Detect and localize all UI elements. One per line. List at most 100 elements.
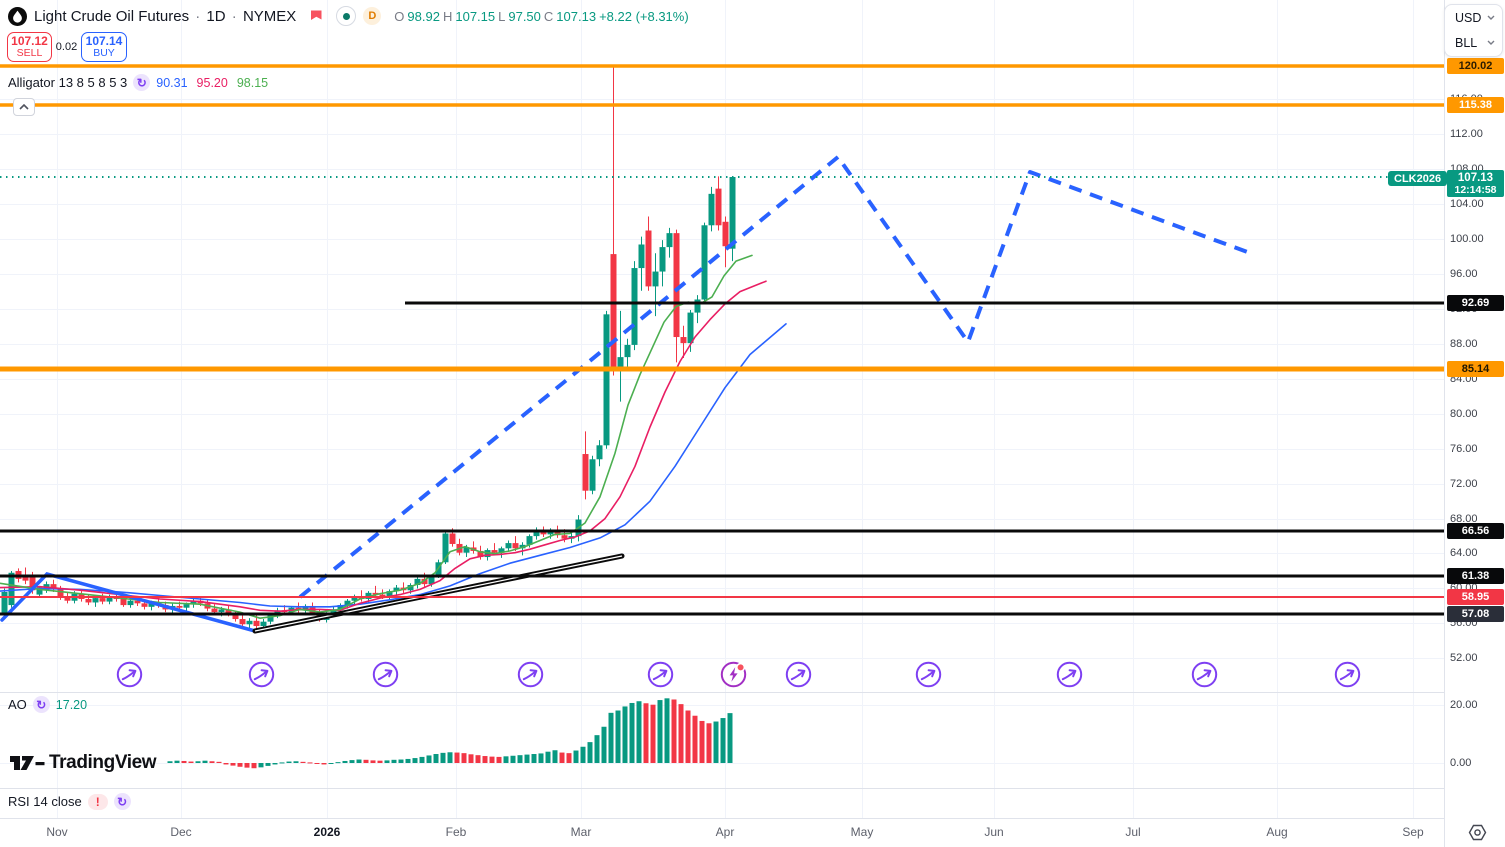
- title-separator: ·: [195, 7, 201, 25]
- month-label: Jul: [1125, 825, 1141, 839]
- rsi-name: RSI 14 close: [8, 794, 82, 809]
- ao-value: 17.20: [55, 697, 88, 712]
- price-tick: 104.00: [1450, 198, 1484, 210]
- chevron-down-icon: [1487, 40, 1495, 45]
- buy-price: 107.14: [85, 34, 123, 49]
- price-tick: 52.00: [1450, 652, 1478, 664]
- exchange-label: NYMEX: [242, 7, 297, 25]
- sell-price: 107.12: [11, 34, 48, 49]
- title-separator: ·: [231, 7, 237, 25]
- gear-icon: [1468, 824, 1486, 840]
- price-chart-canvas[interactable]: [0, 0, 1444, 818]
- month-label: Feb: [445, 825, 467, 839]
- price-tick: 96.00: [1450, 268, 1478, 280]
- trendlines-layer[interactable]: [0, 553, 625, 634]
- refresh-icon[interactable]: ↻: [113, 793, 131, 810]
- interval-label[interactable]: 1D: [206, 7, 226, 25]
- alligator-indicator-row[interactable]: Alligator 13 8 5 8 5 3 ↻ 90.31 95.20 98.…: [8, 74, 268, 91]
- skip-forward-marker-icon[interactable]: [647, 661, 674, 688]
- price-level-label: 120.02: [1447, 58, 1504, 74]
- collapse-pane-button[interactable]: [13, 98, 35, 116]
- price-level-label: 66.56: [1447, 523, 1504, 539]
- tradingview-wordmark: TradingView: [49, 752, 157, 773]
- bar-countdown: 12:14:58: [1454, 184, 1497, 196]
- unit-dropdown[interactable]: BLL: [1445, 30, 1502, 55]
- month-label: May: [850, 825, 874, 839]
- skip-forward-marker-icon[interactable]: [248, 661, 275, 688]
- skip-forward-marker-icon[interactable]: [517, 661, 544, 688]
- price-axis[interactable]: 116.00112.00108.00104.00100.0096.0092.00…: [1444, 0, 1505, 847]
- refresh-icon[interactable]: ↻: [133, 74, 151, 91]
- market-status-icon[interactable]: [336, 6, 357, 26]
- symbol-title[interactable]: Light Crude Oil Futures · 1D · NYMEX: [34, 7, 297, 25]
- contract-tag: CLK2026: [1388, 171, 1448, 186]
- price-tick: 64.00: [1450, 547, 1478, 559]
- currency-dropdown[interactable]: USD: [1445, 5, 1502, 30]
- ao-histogram-layer: [167, 698, 733, 769]
- close-value: 107.13: [556, 8, 597, 24]
- chevron-up-icon: [19, 104, 29, 110]
- currency-value: USD: [1455, 10, 1482, 25]
- alligator-name: Alligator 13 8 5 8 5 3: [8, 75, 128, 90]
- rsi-indicator-row[interactable]: RSI 14 close ! ↻: [8, 793, 131, 810]
- time-axis[interactable]: Nov Dec 2026 Feb Mar Apr May Jun Jul Aug Sep: [0, 818, 1444, 847]
- skip-forward-marker-icon[interactable]: [785, 661, 812, 688]
- price-tick: 68.00: [1450, 513, 1478, 525]
- high-value: 107.15: [455, 8, 496, 24]
- price-level-label: 61.38: [1447, 568, 1504, 584]
- buy-button[interactable]: 107.14 BUY: [81, 32, 127, 62]
- price-level-label: 57.08: [1447, 606, 1504, 622]
- change-value: +8.22 (+8.31%): [599, 8, 689, 24]
- month-label: Mar: [570, 825, 592, 839]
- month-label: Sep: [1402, 825, 1424, 839]
- month-label: Dec: [170, 825, 192, 839]
- ohlc-values: O 98.92 H 107.15 L 97.50 C 107.13 +8.22 (+8.…: [394, 8, 689, 24]
- low-value: 97.50: [508, 8, 541, 24]
- unit-value: BLL: [1455, 35, 1478, 50]
- sell-button[interactable]: 107.12 SELL: [7, 32, 52, 62]
- price-level-label: 115.38: [1447, 97, 1504, 113]
- warning-icon[interactable]: !: [87, 793, 108, 810]
- price-tick: 0.00: [1450, 757, 1472, 769]
- price-level-label: 92.69: [1447, 295, 1504, 311]
- skip-forward-marker-icon[interactable]: [372, 661, 399, 688]
- skip-forward-marker-icon[interactable]: [1334, 661, 1361, 688]
- skip-forward-marker-icon[interactable]: [915, 661, 942, 688]
- alligator-params: 13 8 5 8 5 3: [58, 75, 128, 90]
- price-tick: 100.00: [1450, 233, 1484, 245]
- month-label: Jun: [984, 825, 1004, 839]
- flag-icon[interactable]: [309, 9, 323, 23]
- delayed-data-badge[interactable]: D: [363, 7, 382, 25]
- month-label: 2026: [313, 825, 341, 839]
- price-tick: 80.00: [1450, 408, 1478, 420]
- price-level-label: 58.95: [1447, 589, 1504, 605]
- ao-indicator-row[interactable]: AO ↻ 17.20: [8, 696, 87, 713]
- tradingview-mark-icon: [10, 756, 45, 770]
- skip-forward-marker-icon[interactable]: [116, 661, 143, 688]
- refresh-icon[interactable]: ↻: [32, 696, 50, 713]
- alligator-teeth-value: 95.20: [196, 75, 228, 90]
- price-tick: 20.00: [1450, 699, 1478, 711]
- lightning-event-marker-icon[interactable]: [720, 661, 747, 688]
- price-tick: 112.00: [1450, 128, 1483, 140]
- sell-label: SELL: [16, 46, 43, 59]
- chevron-down-icon: [1487, 15, 1495, 20]
- open-value: 98.92: [407, 8, 440, 24]
- price-tick: 88.00: [1450, 338, 1478, 350]
- skip-forward-marker-icon[interactable]: [1191, 661, 1218, 688]
- tradingview-logo[interactable]: TradingView: [8, 751, 157, 775]
- skip-forward-marker-icon[interactable]: [1056, 661, 1083, 688]
- price-tick: 76.00: [1450, 443, 1478, 455]
- price-level-lines-layer[interactable]: [0, 64, 1444, 616]
- alligator-jaw-value: 90.31: [156, 75, 188, 90]
- month-label: Nov: [46, 825, 68, 839]
- ao-name: AO: [8, 697, 27, 712]
- last-price-label: 107.13 12:14:58: [1447, 170, 1504, 197]
- buy-sell-widget: 107.12 SELL 0.02 107.14 BUY: [7, 32, 127, 62]
- alligator-lips-value: 98.15: [236, 75, 269, 90]
- buy-label: BUY: [93, 46, 115, 59]
- grid-layer: [0, 0, 1444, 818]
- last-price-value: 107.13: [1457, 172, 1494, 184]
- axis-settings-button[interactable]: [1466, 823, 1488, 841]
